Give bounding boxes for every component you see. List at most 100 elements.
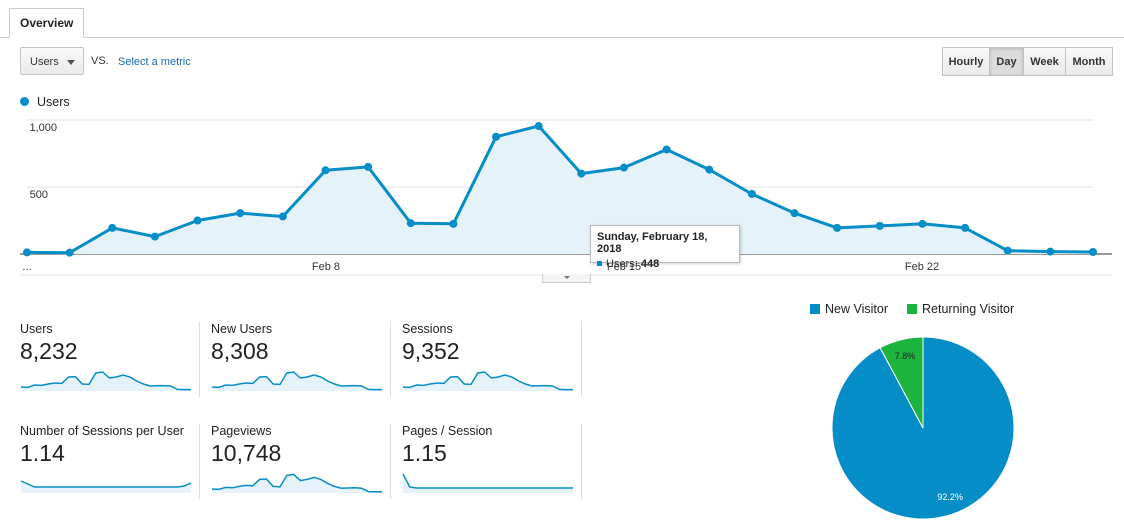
data-point[interactable] (1003, 246, 1012, 255)
data-point[interactable] (875, 221, 884, 230)
scorecard-pages-per-session[interactable]: Pages / Session 1.15 (402, 424, 577, 504)
sparkline-line (402, 473, 573, 489)
sparkline-line (402, 371, 573, 391)
data-point[interactable] (23, 248, 31, 257)
pie-slice-returning-visitor[interactable] (879, 336, 924, 429)
y-tick-label: 500 (30, 189, 48, 201)
pie-slice-label: 92.2% (937, 492, 963, 502)
sparkline (211, 473, 382, 493)
scorecard-sessions[interactable]: Sessions 9,352 (402, 322, 577, 402)
sparkline-line (20, 371, 191, 391)
pie-legend-item-new-visitor[interactable]: New Visitor (810, 302, 888, 316)
sparkline-line (211, 371, 382, 391)
data-point[interactable] (961, 223, 970, 232)
scorecard-label: Users (20, 322, 53, 336)
chart-tooltip: Sunday, February 18, 2018 Users: 448 (590, 225, 740, 270)
scorecard-value: 9,352 (402, 338, 460, 364)
divider (199, 424, 200, 499)
data-point[interactable] (492, 132, 501, 141)
legend-label: Users (37, 95, 70, 109)
metric-dropdown-value: Users (30, 56, 59, 68)
sparkline (20, 480, 192, 493)
scorecard-users[interactable]: Users 8,232 (20, 322, 195, 402)
sparkline (402, 371, 573, 391)
visitor-type-pie-chart: 92.2% 7.8% (831, 336, 1015, 520)
data-point[interactable] (406, 219, 415, 228)
x-tick-label: Feb 15 (607, 261, 641, 273)
scorecard-label: New Users (211, 322, 273, 336)
data-point[interactable] (236, 209, 245, 218)
scorecard-value: 10,748 (211, 440, 282, 466)
hourly-button[interactable]: Hourly (942, 47, 990, 76)
data-point[interactable] (662, 145, 671, 154)
sparkline (211, 371, 382, 391)
data-point[interactable] (918, 219, 927, 228)
pie-legend-item-returning-visitor[interactable]: Returning Visitor (907, 302, 1014, 316)
series-area (27, 126, 1093, 254)
tab-overview[interactable]: Overview (9, 8, 85, 38)
series-dot-icon (20, 97, 29, 106)
scorecard-label: Sessions (402, 322, 453, 336)
select-metric-link[interactable]: Select a metric (118, 56, 191, 68)
divider (390, 322, 391, 397)
data-point[interactable] (150, 232, 159, 241)
y-tick-label: 1,000 (29, 122, 57, 134)
data-point[interactable] (619, 163, 628, 172)
scorecard-label: Number of Sessions per User (20, 424, 184, 438)
scorecard-label: Pageviews (211, 424, 272, 438)
sparkline (402, 473, 573, 493)
month-button[interactable]: Month (1065, 47, 1113, 76)
sparkline-area (403, 474, 573, 493)
divider (581, 424, 582, 499)
data-point[interactable] (65, 248, 74, 257)
chart-legend: Users (20, 95, 70, 109)
data-point[interactable] (833, 223, 842, 232)
x-tick-label: ... (22, 261, 31, 273)
scorecard-sessions-per-user[interactable]: Number of Sessions per User 1.14 (20, 424, 195, 504)
week-button[interactable]: Week (1023, 47, 1066, 76)
new-visitor-swatch (810, 304, 820, 314)
data-point[interactable] (364, 162, 373, 171)
caret-down-icon (564, 276, 570, 279)
metric-dropdown[interactable]: Users (20, 47, 84, 75)
sparkline-line (20, 480, 192, 488)
scorecard-value: 1.14 (20, 440, 65, 466)
divider (390, 424, 391, 499)
data-point[interactable] (577, 169, 586, 178)
data-point[interactable] (193, 216, 202, 225)
tooltip-metric: Users: (606, 258, 638, 270)
tooltip-value-row: Users: 448 (597, 258, 733, 270)
data-point[interactable] (705, 165, 714, 174)
pie-legend-label: Returning Visitor (922, 302, 1015, 316)
pie-slice-label: 7.8% (895, 351, 916, 361)
data-point[interactable] (108, 223, 117, 232)
users-line-chart: 1,000 500 ... Feb 8 Feb 15 Feb 22 (20, 119, 1112, 276)
sparkline-line (211, 473, 382, 493)
data-point[interactable] (449, 219, 458, 228)
day-button[interactable]: Day (989, 47, 1024, 76)
data-point[interactable] (534, 122, 543, 131)
scorecard-pageviews[interactable]: Pageviews 10,748 (211, 424, 386, 504)
data-point[interactable] (1046, 247, 1055, 256)
scorecard-value: 1.15 (402, 440, 447, 466)
data-point[interactable] (1089, 247, 1097, 256)
divider (199, 322, 200, 397)
scorecard-value: 8,308 (211, 338, 269, 364)
chevron-down-icon (67, 60, 75, 65)
tooltip-date: Sunday, February 18, 2018 (597, 231, 708, 255)
data-point[interactable] (790, 209, 799, 218)
series-line-users (26, 124, 1094, 255)
scorecard-label: Pages / Session (402, 424, 493, 438)
tooltip-value: 448 (640, 258, 660, 270)
tab-bar: Overview (0, 0, 1124, 38)
data-point[interactable] (321, 166, 330, 175)
data-point[interactable] (278, 212, 287, 221)
divider (581, 322, 582, 397)
sparkline (20, 371, 191, 391)
scorecard-new-users[interactable]: New Users 8,308 (211, 322, 386, 402)
vs-label: VS. (91, 55, 109, 67)
chart-collapse-handle[interactable] (542, 274, 591, 283)
data-point[interactable] (747, 189, 756, 198)
x-tick-label: Feb 8 (312, 261, 340, 273)
series-square-icon (597, 261, 602, 266)
